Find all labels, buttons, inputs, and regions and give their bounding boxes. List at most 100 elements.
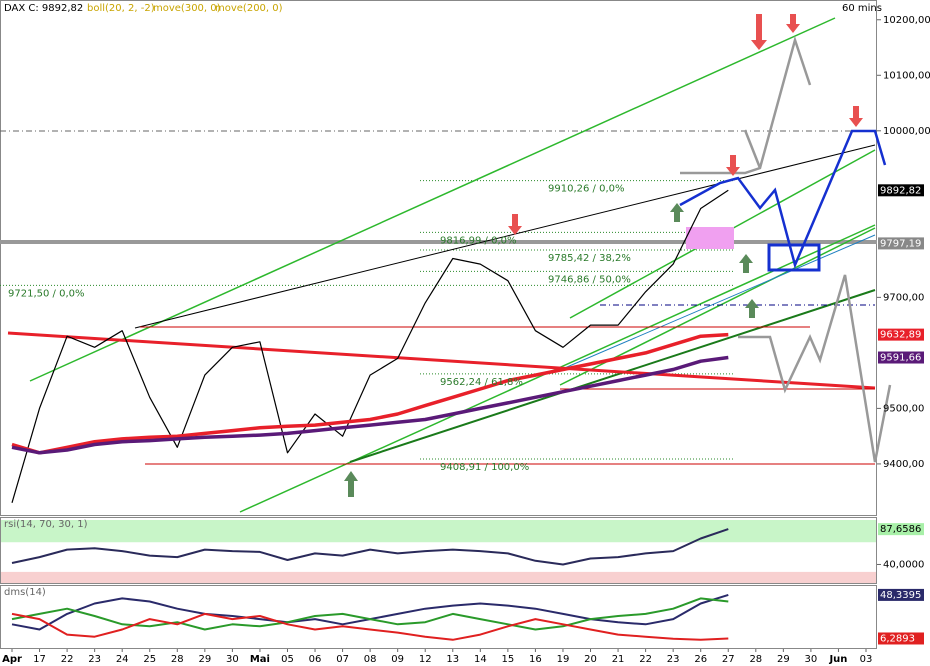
- series-line: [11, 332, 729, 455]
- up-arrow: [344, 471, 358, 497]
- value-badge: [878, 237, 924, 250]
- projection-path: [738, 274, 892, 463]
- indicator-label: boll(20, 2, -2): [87, 3, 155, 14]
- value-badge-label: 6,2893: [880, 633, 915, 644]
- fib-label: 9816,99 / 0,0%: [440, 235, 516, 246]
- rsi-panel: [0, 517, 877, 584]
- x-tick-label: 23: [88, 654, 101, 665]
- fib-label: 9408,91 / 100,0%: [440, 462, 529, 473]
- target-zone: [686, 227, 734, 249]
- x-tick-label: 16: [529, 654, 542, 665]
- fib-label: 9562,24 / 61,8%: [440, 377, 523, 388]
- value-badge-label: 9797,19: [880, 238, 921, 249]
- y-tick-label: 40,0000: [883, 559, 924, 570]
- x-tick-label: 27: [722, 654, 735, 665]
- fib-label: 9721,50 / 0,0%: [8, 288, 84, 299]
- fib-label: 9785,42 / 38,2%: [548, 253, 631, 264]
- panel-title: dms(14): [4, 587, 46, 598]
- x-tick-label: 09: [391, 654, 404, 665]
- dms-panel: [0, 585, 877, 649]
- x-tick-label: 22: [61, 654, 74, 665]
- price-line: [11, 189, 729, 503]
- x-tick-label: 14: [474, 654, 487, 665]
- y-tick-label: 10000,00: [883, 126, 930, 137]
- value-badge-label: 48,3395: [880, 590, 921, 601]
- value-badge: [878, 328, 924, 341]
- x-tick-label: 15: [502, 654, 515, 665]
- timeframe: 60 mins: [842, 3, 882, 14]
- x-tick-label: 24: [116, 654, 129, 665]
- x-tick-label: 05: [281, 654, 294, 665]
- value-badge: [878, 632, 924, 645]
- labels: DAX C: 9892,82 boll(20, 2, -2) move(300,…: [2, 3, 930, 665]
- down-arrow: [849, 106, 863, 127]
- y-tick-label: 10100,00: [883, 70, 930, 81]
- x-tick-label: Jun: [828, 654, 847, 665]
- chart-title: DAX C: 9892,82: [4, 3, 83, 14]
- y-tick-label: 9700,00: [883, 292, 924, 303]
- x-tick-label: 29: [777, 654, 790, 665]
- x-tick-label: 13: [446, 654, 459, 665]
- up-arrow: [739, 254, 753, 273]
- x-tick-label: 23: [667, 654, 680, 665]
- trend-line: [134, 144, 876, 329]
- x-tick-label: 30: [805, 654, 818, 665]
- series-line: [11, 355, 729, 455]
- value-badge-label: 9591,66: [880, 353, 921, 364]
- y-tick-label: 9500,00: [883, 403, 924, 414]
- down-arrow: [751, 14, 767, 50]
- value-badge-label: 9892,82: [880, 185, 921, 196]
- up-arrow: [745, 299, 759, 318]
- series-line: [11, 528, 729, 566]
- overbought-band: [1, 520, 876, 543]
- x-tick-label: Mai: [250, 654, 270, 665]
- bands: [1, 520, 876, 583]
- x-tick-label: Apr: [2, 654, 22, 665]
- x-tick-label: 08: [364, 654, 377, 665]
- y-tick-label: 9400,00: [883, 459, 924, 470]
- down-arrow: [726, 155, 740, 176]
- data-marks: [11, 189, 729, 641]
- x-tick-label: 20: [584, 654, 597, 665]
- x-tick-label: 26: [694, 654, 707, 665]
- panel-title: rsi(14, 70, 30, 1): [4, 519, 88, 530]
- x-tick-label: 25: [143, 654, 156, 665]
- x-tick-label: 28: [171, 654, 184, 665]
- x-tick-label: 03: [860, 654, 873, 665]
- projection-path: [743, 129, 762, 169]
- indicator-label: move(200, 0): [215, 3, 283, 14]
- x-tick-label: 28: [749, 654, 762, 665]
- value-badge: [878, 184, 924, 197]
- y-tick-label: 10200,00: [883, 15, 930, 26]
- projection-path: [679, 129, 887, 269]
- series-line: [11, 612, 729, 641]
- fib-label: 9746,86 / 50,0%: [548, 274, 631, 285]
- value-badge: [878, 588, 924, 601]
- x-tick-label: 07: [336, 654, 349, 665]
- panel-frames: [0, 0, 877, 649]
- x-tick-label: 17: [33, 654, 46, 665]
- x-tick-label: 12: [419, 654, 432, 665]
- x-tick-label: 29: [198, 654, 211, 665]
- channel-line: [349, 289, 876, 463]
- down-arrow: [786, 14, 800, 33]
- main-panel: [0, 0, 877, 516]
- indicator-label: move(300, 0): [153, 3, 221, 14]
- value-badge: [878, 523, 924, 536]
- value-badge-label: 87,6586: [880, 524, 921, 535]
- channel-line: [559, 234, 876, 371]
- x-tick-label: 19: [557, 654, 570, 665]
- grid: [0, 19, 881, 652]
- x-tick-label: 06: [309, 654, 322, 665]
- fib-label: 9910,26 / 0,0%: [548, 184, 624, 195]
- value-badge: [878, 351, 924, 364]
- target-box: [767, 243, 821, 272]
- value-badge-label: 9632,89: [880, 330, 921, 341]
- x-tick-label: 30: [226, 654, 239, 665]
- arrows: [344, 14, 863, 497]
- up-arrow: [670, 203, 684, 222]
- down-arrow: [508, 214, 522, 235]
- x-tick-label: 21: [612, 654, 625, 665]
